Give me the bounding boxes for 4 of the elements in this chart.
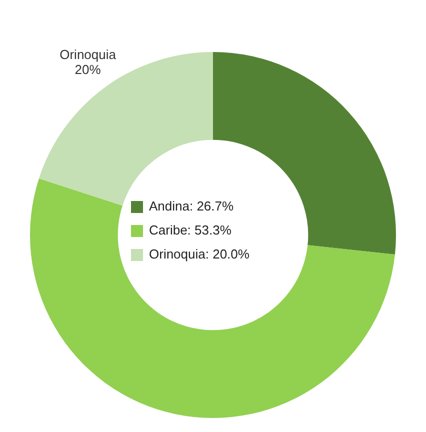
data-label: Orinoquia 20% [60, 46, 117, 77]
legend-label: Orinoquia: 20.0% [149, 246, 250, 262]
legend-label: Andina: 26.7% [149, 198, 234, 214]
legend-label: Caribe: 53.3% [149, 222, 232, 238]
